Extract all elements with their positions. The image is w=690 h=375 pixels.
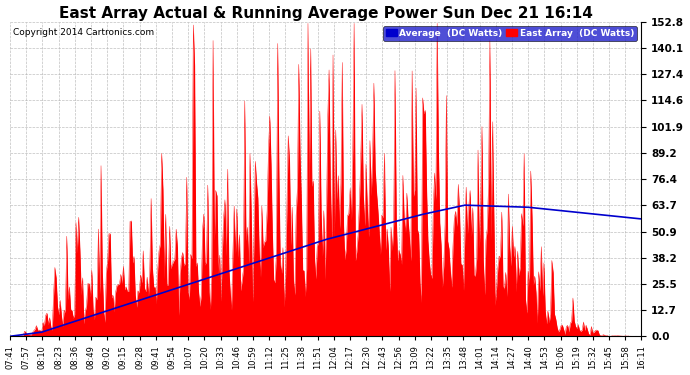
Text: Copyright 2014 Cartronics.com: Copyright 2014 Cartronics.com — [13, 28, 155, 37]
Title: East Array Actual & Running Average Power Sun Dec 21 16:14: East Array Actual & Running Average Powe… — [59, 6, 593, 21]
Legend: Average  (DC Watts), East Array  (DC Watts): Average (DC Watts), East Array (DC Watts… — [383, 26, 637, 40]
